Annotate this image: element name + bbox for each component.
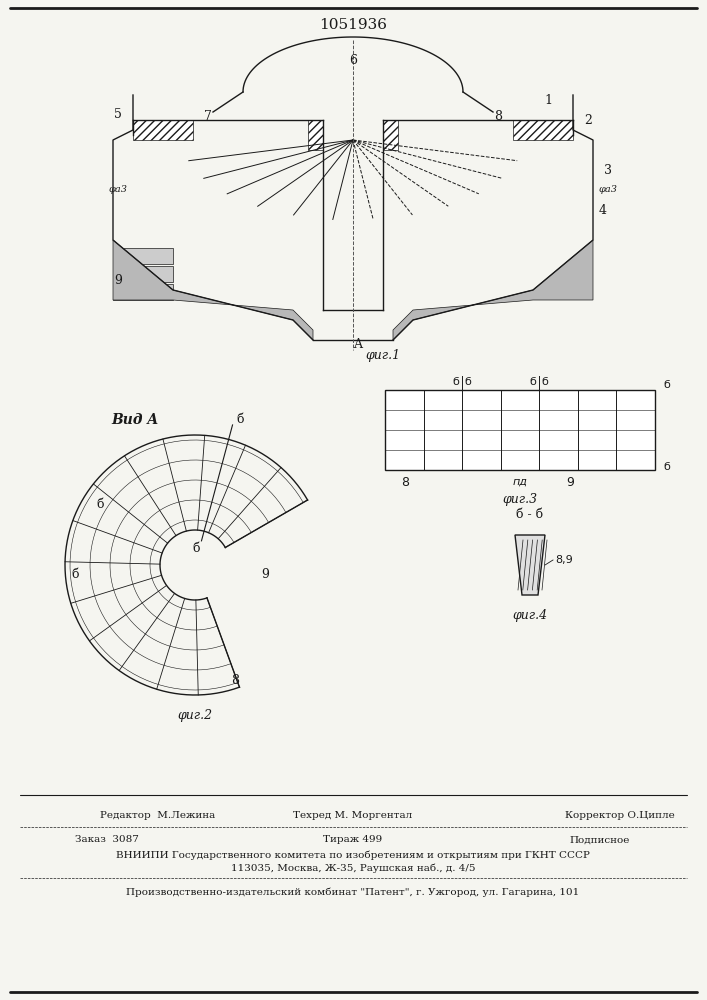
Text: 3: 3 bbox=[604, 163, 612, 176]
Text: 2: 2 bbox=[584, 113, 592, 126]
Text: б: б bbox=[452, 377, 460, 387]
Text: 8: 8 bbox=[401, 476, 409, 488]
Text: 9: 9 bbox=[114, 273, 122, 286]
Bar bbox=[113, 248, 173, 264]
Text: ВНИИПИ Государственного комитета по изобретениям и открытиям при ГКНТ СССР: ВНИИПИ Государственного комитета по изоб… bbox=[116, 850, 590, 860]
Text: 9: 9 bbox=[261, 568, 269, 582]
Text: б: б bbox=[193, 542, 200, 555]
Bar bbox=[113, 284, 173, 300]
Text: 9: 9 bbox=[566, 476, 574, 488]
Text: Редактор  М.Лежина: Редактор М.Лежина bbox=[100, 810, 215, 820]
Polygon shape bbox=[393, 240, 593, 340]
Text: б: б bbox=[464, 377, 472, 387]
Text: б: б bbox=[664, 462, 670, 472]
Text: Заказ  3087: Заказ 3087 bbox=[75, 836, 139, 844]
Text: φa3: φa3 bbox=[599, 186, 617, 194]
Text: 7: 7 bbox=[204, 110, 212, 123]
Bar bbox=[385, 390, 655, 470]
Text: φиг.4: φиг.4 bbox=[513, 608, 547, 621]
Text: Техред М. Моргентал: Техред М. Моргентал bbox=[293, 810, 413, 820]
Bar bbox=[308, 120, 323, 150]
Text: Подписное: Подписное bbox=[570, 836, 630, 844]
Text: б: б bbox=[542, 377, 549, 387]
Text: 8,9: 8,9 bbox=[555, 555, 573, 565]
Text: Производственно-издательский комбинат "Патент", г. Ужгород, ул. Гагарина, 101: Производственно-издательский комбинат "П… bbox=[127, 887, 580, 897]
Text: Тираж 499: Тираж 499 bbox=[323, 836, 382, 844]
Text: Вид A: Вид A bbox=[112, 413, 158, 427]
Bar bbox=[513, 120, 573, 140]
Polygon shape bbox=[113, 240, 313, 340]
Text: 113035, Москва, Ж-35, Раушская наб., д. 4/5: 113035, Москва, Ж-35, Раушская наб., д. … bbox=[230, 863, 475, 873]
Bar bbox=[133, 120, 193, 140]
Text: 6: 6 bbox=[349, 53, 357, 66]
Text: б: б bbox=[237, 413, 245, 426]
Text: б: б bbox=[96, 498, 104, 512]
Text: A: A bbox=[354, 338, 363, 352]
Text: 8: 8 bbox=[494, 110, 502, 123]
Text: φa3: φa3 bbox=[108, 186, 127, 194]
Text: пд: пд bbox=[513, 477, 527, 487]
Text: φиг.2: φиг.2 bbox=[177, 708, 213, 722]
Text: б: б bbox=[71, 568, 78, 582]
Text: 4: 4 bbox=[599, 204, 607, 217]
Text: Корректор О.Ципле: Корректор О.Ципле bbox=[565, 810, 675, 820]
Polygon shape bbox=[515, 535, 545, 595]
Bar bbox=[383, 120, 398, 150]
Text: φиг.1: φиг.1 bbox=[366, 349, 401, 361]
Text: б - б: б - б bbox=[516, 508, 544, 522]
Text: 1051936: 1051936 bbox=[319, 18, 387, 32]
Text: 8: 8 bbox=[231, 674, 239, 686]
Text: φиг.3: φиг.3 bbox=[503, 493, 537, 506]
Text: 1: 1 bbox=[544, 94, 552, 106]
Text: б: б bbox=[530, 377, 537, 387]
Text: 5: 5 bbox=[114, 108, 122, 121]
Bar bbox=[113, 266, 173, 282]
Text: б: б bbox=[664, 380, 670, 390]
